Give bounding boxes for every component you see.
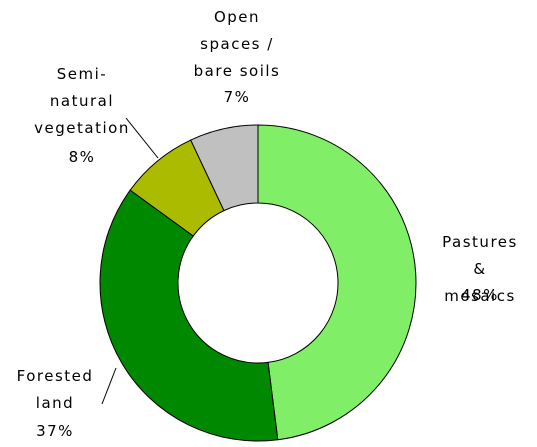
- slice-label: Pastures & mosaics: [442, 233, 518, 305]
- leader-line: [101, 367, 117, 405]
- value-label: 37%: [36, 422, 74, 440]
- leader-line: [125, 117, 159, 159]
- value-label: 8%: [68, 148, 96, 166]
- donut-slice: [190, 124, 259, 212]
- donut-slice: [257, 124, 417, 441]
- value-label: 48%: [461, 286, 499, 304]
- slice-label: Open spaces / bare soils: [193, 8, 281, 80]
- donut-slice: [99, 189, 279, 442]
- slice-label: Forested land: [16, 367, 94, 412]
- value-label: 7%: [223, 88, 251, 106]
- slice-label: Semi- natural vegetation: [34, 65, 130, 137]
